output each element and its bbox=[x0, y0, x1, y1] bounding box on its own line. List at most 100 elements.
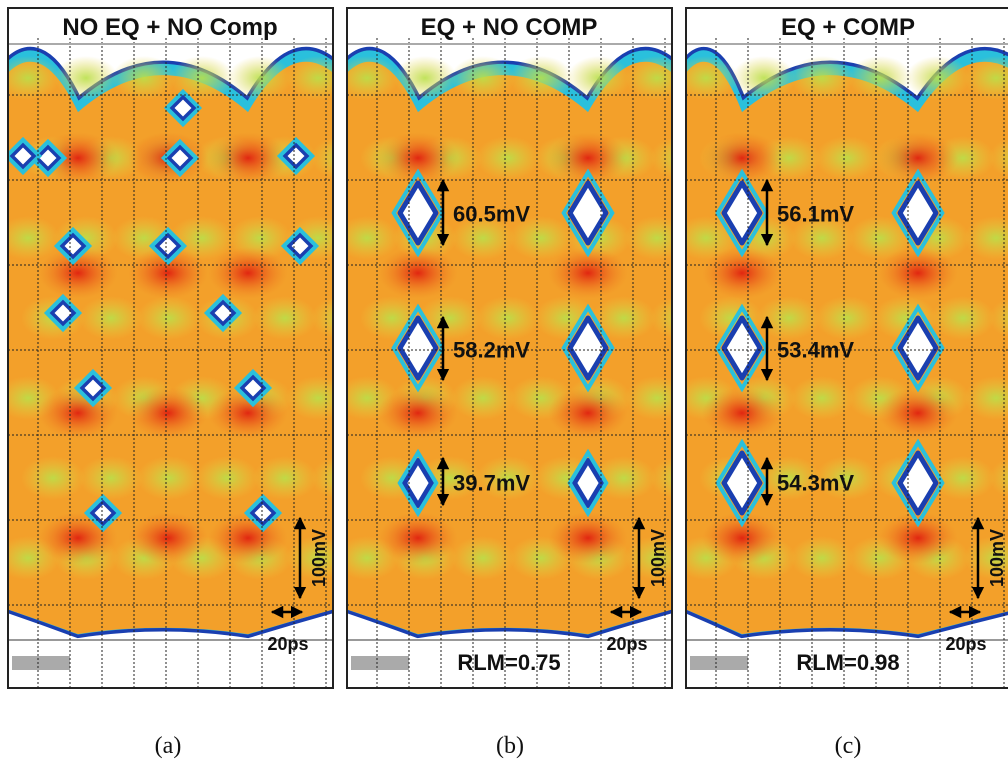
texture bbox=[253, 456, 317, 500]
texture bbox=[476, 296, 540, 340]
time-scale: 20ps bbox=[267, 634, 308, 654]
eye-opening-edge bbox=[248, 498, 278, 528]
texture bbox=[790, 56, 854, 100]
eye-opening-halo bbox=[160, 138, 200, 178]
texture bbox=[625, 216, 672, 260]
texture bbox=[347, 216, 399, 260]
eye-opening-halo bbox=[280, 226, 320, 266]
texture bbox=[8, 216, 60, 260]
crossing bbox=[208, 387, 288, 439]
texture bbox=[79, 456, 143, 500]
time-scale: 20ps bbox=[945, 634, 986, 654]
crossing bbox=[378, 247, 458, 299]
texture bbox=[790, 216, 854, 260]
eye-opening-edge bbox=[897, 180, 939, 246]
eye-height-label: 54.3mV bbox=[777, 471, 854, 496]
rlm-label: RLM=0.98 bbox=[796, 650, 899, 675]
crossing bbox=[702, 512, 782, 564]
crossing bbox=[128, 247, 208, 299]
texture bbox=[393, 56, 457, 100]
texture bbox=[848, 216, 912, 260]
texture bbox=[592, 456, 656, 500]
texture bbox=[567, 56, 631, 100]
eye-opening-halo bbox=[276, 136, 316, 176]
eye-opening-halo bbox=[715, 303, 769, 393]
texture bbox=[848, 56, 912, 100]
eye-opening-edge bbox=[721, 315, 763, 381]
eye-panel bbox=[8, 8, 333, 688]
legend-swatch bbox=[690, 656, 748, 670]
panel-caption: (c) bbox=[835, 733, 862, 759]
eye-height-label: 58.2mV bbox=[453, 338, 530, 363]
eye-opening-halo bbox=[148, 226, 188, 266]
crossing bbox=[878, 247, 958, 299]
texture bbox=[989, 297, 1008, 339]
eye-opening-edge bbox=[78, 373, 108, 403]
texture bbox=[931, 296, 995, 340]
texture bbox=[170, 56, 234, 100]
eye-opening-edge bbox=[897, 315, 939, 381]
texture bbox=[815, 296, 879, 340]
texture bbox=[451, 536, 515, 580]
texture bbox=[964, 376, 1008, 420]
crossing bbox=[378, 387, 458, 439]
texture bbox=[311, 457, 333, 499]
crossing bbox=[548, 387, 628, 439]
texture bbox=[476, 456, 540, 500]
crossing bbox=[548, 512, 628, 564]
texture bbox=[592, 296, 656, 340]
eye-opening-halo bbox=[391, 168, 445, 258]
texture bbox=[650, 297, 672, 339]
texture bbox=[137, 296, 201, 340]
eye-opening-edge bbox=[572, 458, 604, 508]
texture bbox=[964, 56, 1008, 100]
eye-opening-halo bbox=[715, 438, 769, 528]
eye-opening-edge bbox=[238, 373, 268, 403]
texture bbox=[509, 216, 573, 260]
texture bbox=[625, 56, 672, 100]
eye-opening-halo bbox=[561, 168, 615, 258]
eye-height-label: 39.7mV bbox=[453, 471, 530, 496]
crossing bbox=[378, 132, 458, 184]
texture bbox=[195, 456, 259, 500]
crossing bbox=[702, 387, 782, 439]
texture bbox=[79, 296, 143, 340]
panel-title: EQ + NO COMP bbox=[421, 14, 598, 41]
eye-opening-edge bbox=[88, 498, 118, 528]
rlm-label: RLM=0.75 bbox=[457, 650, 560, 675]
panel-caption: (a) bbox=[155, 733, 182, 759]
eye-opening-halo bbox=[43, 293, 83, 333]
texture bbox=[732, 56, 796, 100]
header-bg bbox=[686, 8, 1008, 38]
eye-opening-edge bbox=[58, 231, 88, 261]
eye-opening-halo bbox=[397, 448, 439, 518]
crossing bbox=[128, 512, 208, 564]
texture bbox=[989, 457, 1008, 499]
eye-opening-edge bbox=[897, 450, 939, 516]
texture bbox=[360, 296, 424, 340]
texture bbox=[650, 137, 672, 179]
eye-opening-edge bbox=[165, 143, 195, 173]
eye-opening-edge bbox=[208, 298, 238, 328]
eye-opening-halo bbox=[715, 168, 769, 258]
texture bbox=[964, 216, 1008, 260]
panel-title: NO EQ + NO Comp bbox=[62, 14, 277, 41]
texture bbox=[170, 216, 234, 260]
eye-opening-edge bbox=[567, 315, 609, 381]
texture bbox=[625, 376, 672, 420]
texture bbox=[790, 376, 854, 420]
crossing bbox=[208, 132, 288, 184]
eye-opening-edge bbox=[567, 180, 609, 246]
texture bbox=[137, 456, 201, 500]
eye-opening-halo bbox=[73, 368, 113, 408]
eye-opening-halo bbox=[163, 88, 203, 128]
eye-opening-halo bbox=[891, 303, 945, 393]
legend-swatch bbox=[12, 656, 70, 670]
texture bbox=[311, 297, 333, 339]
texture bbox=[931, 456, 995, 500]
eye-opening-edge bbox=[153, 231, 183, 261]
texture bbox=[311, 137, 333, 179]
eye-opening-edge bbox=[281, 141, 311, 171]
